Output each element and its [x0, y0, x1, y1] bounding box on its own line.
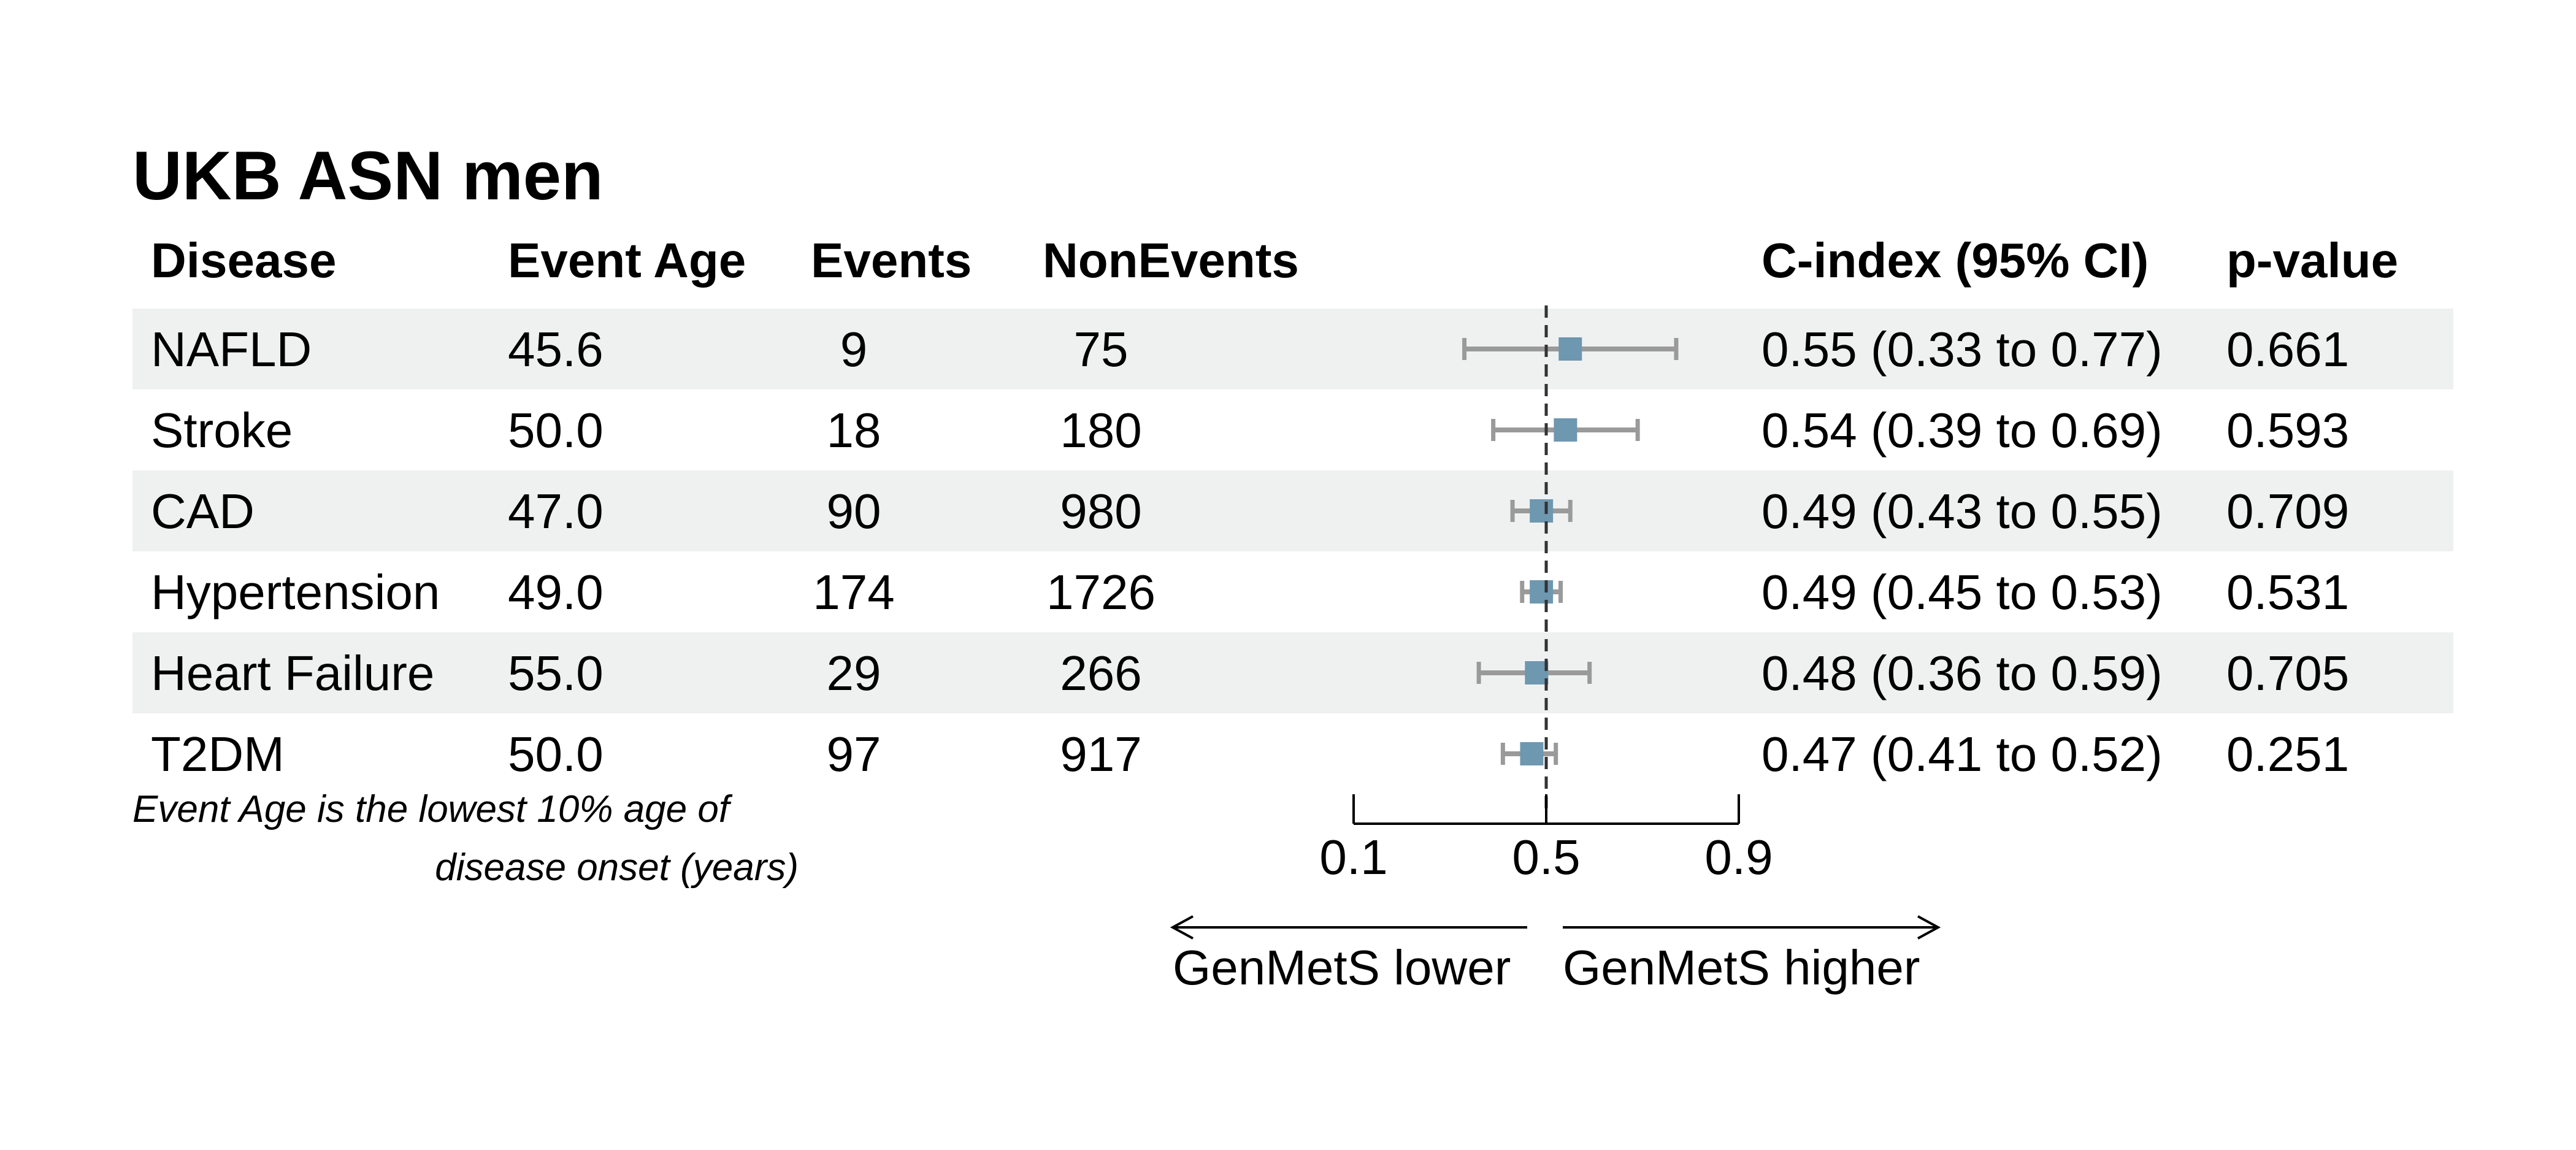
cell-pvalue: 0.251: [2226, 727, 2349, 781]
cell-events: 18: [827, 403, 881, 458]
cell-nonevents: 980: [1060, 484, 1141, 539]
cell-nonevents: 917: [1060, 727, 1141, 781]
header-disease: Disease: [151, 233, 336, 288]
header-events: Events: [811, 233, 972, 288]
cell-events: 174: [813, 565, 894, 619]
left-arrow-head: [1170, 915, 1194, 940]
cell-events: 29: [827, 646, 881, 700]
table-row: Heart Failure 55.0 29 266 0.48 (0.36 to 0.59…: [151, 646, 2349, 700]
cell-pvalue: 0.705: [2226, 646, 2349, 700]
cell-cindex: 0.54 (0.39 to 0.69): [1761, 403, 2163, 458]
footnote-line-2: disease onset (years): [435, 846, 799, 889]
cell-event-age: 55.0: [508, 646, 604, 700]
cell-pvalue: 0.593: [2226, 403, 2349, 458]
cell-cindex: 0.49 (0.43 to 0.55): [1761, 484, 2163, 539]
cell-disease: CAD: [151, 484, 255, 539]
row-stripe: [132, 309, 2453, 389]
point-estimate: [1520, 742, 1544, 765]
cell-cindex: 0.48 (0.36 to 0.59): [1761, 646, 2163, 700]
cell-nonevents: 75: [1074, 322, 1129, 377]
cell-disease: NAFLD: [151, 322, 312, 377]
table-row: NAFLD 45.6 9 75 0.55 (0.33 to 0.77) 0.661: [151, 322, 2349, 377]
table-row: CAD 47.0 90 980 0.49 (0.43 to 0.55) 0.709: [151, 484, 2349, 539]
cell-disease: T2DM: [151, 727, 285, 781]
x-tick-label: 0.5: [1512, 830, 1580, 884]
cell-pvalue: 0.709: [2226, 484, 2349, 539]
cell-events: 90: [827, 484, 881, 539]
x-tick-label: 0.1: [1319, 830, 1387, 884]
header-pvalue: p-value: [2226, 233, 2398, 288]
row-stripes: [132, 309, 2453, 713]
point-estimate: [1525, 661, 1549, 684]
direction-arrows: GenMetS lower GenMetS higher: [1170, 915, 1941, 995]
table-row: Stroke 50.0 18 180 0.54 (0.39 to 0.69) 0.593: [151, 403, 2349, 458]
cell-pvalue: 0.531: [2226, 565, 2349, 619]
table-row: T2DM 50.0 97 917 0.47 (0.41 to 0.52) 0.251: [151, 727, 2349, 781]
cell-disease: Hypertension: [151, 565, 440, 619]
table-row: Hypertension 49.0 174 1726 0.49 (0.45 to 0.5…: [151, 565, 2349, 619]
row-stripe: [132, 632, 2453, 713]
cell-event-age: 50.0: [508, 727, 604, 781]
header-event-age: Event Age: [508, 233, 746, 288]
row-stripe: [132, 470, 2453, 551]
point-estimate: [1554, 418, 1577, 442]
cell-event-age: 45.6: [508, 322, 604, 377]
point-estimate: [1558, 337, 1582, 361]
arrow-label-higher: GenMetS higher: [1563, 940, 1920, 995]
cell-nonevents: 266: [1060, 646, 1141, 700]
column-headers: Disease Event Age Events NonEvents C-ind…: [151, 233, 2398, 288]
chart-title: UKB ASN men: [132, 137, 603, 214]
cell-nonevents: 180: [1060, 403, 1141, 458]
x-tick-label: 0.9: [1704, 830, 1773, 884]
point-estimate: [1530, 580, 1554, 604]
cell-event-age: 47.0: [508, 484, 604, 539]
cell-cindex: 0.55 (0.33 to 0.77): [1761, 322, 2163, 377]
cell-cindex: 0.49 (0.45 to 0.53): [1761, 565, 2163, 619]
cell-event-age: 50.0: [508, 403, 604, 458]
cell-events: 97: [827, 727, 881, 781]
header-cindex: C-index (95% CI): [1761, 233, 2149, 288]
cell-events: 9: [840, 322, 868, 377]
footnote-line-1: Event Age is the lowest 10% age of: [132, 788, 733, 830]
right-arrow-head: [1917, 915, 1941, 940]
arrow-label-lower: GenMetS lower: [1173, 940, 1511, 995]
table-rows: NAFLD 45.6 9 75 0.55 (0.33 to 0.77) 0.661 Stro…: [151, 322, 2349, 781]
cell-pvalue: 0.661: [2226, 322, 2349, 377]
point-estimate: [1530, 499, 1554, 523]
header-nonevents: NonEvents: [1043, 233, 1299, 288]
footnote: Event Age is the lowest 10% age of disea…: [132, 788, 799, 889]
cell-nonevents: 1726: [1046, 565, 1156, 619]
confidence-intervals: [1462, 305, 1679, 811]
cell-cindex: 0.47 (0.41 to 0.52): [1761, 727, 2163, 781]
cell-disease: Heart Failure: [151, 646, 434, 700]
x-axis: 0.1 0.5 0.9: [1319, 794, 1773, 884]
cell-event-age: 49.0: [508, 565, 604, 619]
cell-disease: Stroke: [151, 403, 293, 458]
